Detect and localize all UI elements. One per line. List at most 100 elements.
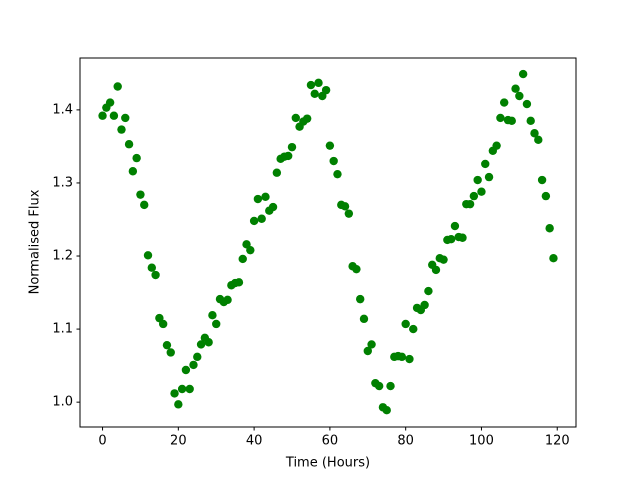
data-point [518,69,528,79]
data-point [272,168,282,177]
data-point [534,135,543,145]
data-point [526,116,535,126]
data-point [450,221,460,231]
data-point [117,125,126,134]
data-point [246,245,255,255]
y-tick-label: 1.1 [52,322,73,337]
data-point [284,151,293,161]
y-tick-label: 1.3 [52,175,73,190]
data-point [132,153,141,163]
data-point [507,116,516,126]
data-point [446,235,456,244]
data-point [352,264,361,274]
data-point [166,348,175,357]
data-point [541,191,551,201]
data-point [257,214,266,223]
data-point [261,192,270,202]
data-point [162,340,172,350]
data-point [223,295,232,305]
data-point [185,384,194,394]
data-point [109,111,119,120]
data-point [359,314,369,324]
data-point [208,311,217,320]
data-point [147,263,157,272]
x-tick-label: 0 [98,434,106,449]
data-point [181,365,191,375]
data-point [477,187,486,196]
data-point [121,113,130,123]
plot-frame [79,57,577,428]
data-point [291,113,300,123]
data-point [382,405,391,415]
data-point [465,199,475,209]
data-point [325,141,335,150]
data-point [98,111,107,120]
data-point [333,169,342,179]
data-point [340,202,350,211]
data-point [174,400,183,409]
data-point [469,191,479,201]
data-point [143,251,153,260]
data-point [492,141,501,150]
data-point [177,384,187,394]
data-point [170,389,179,398]
y-tick-label: 1.4 [52,102,73,117]
x-tick-label: 120 [545,434,570,449]
data-point [397,352,407,362]
data-point [431,265,441,275]
data-point [193,352,202,362]
data-point [189,360,198,370]
data-point [310,89,319,99]
data-point [401,319,410,329]
y-tick-label: 1.0 [52,395,73,410]
data-point [140,200,149,210]
data-point [499,98,509,107]
data-point [105,98,115,107]
data-point [344,209,354,218]
data-point [496,113,505,123]
data-point [473,175,482,185]
data-point [439,255,448,264]
y-axis-label: Normalised Flux [28,189,43,294]
x-axis-label: Time (Hours) [285,456,370,471]
data-point [363,346,372,356]
data-point [484,172,494,182]
x-tick-label: 100 [469,434,494,449]
data-point [511,84,520,93]
data-point [253,194,263,204]
x-tick-label: 60 [322,434,339,449]
data-point [314,78,323,88]
data-point [321,85,331,95]
data-point [136,190,145,199]
x-tick-label: 40 [246,434,263,449]
data-point [212,319,221,329]
data-point [268,202,278,212]
data-point [249,216,259,226]
data-point [287,142,297,152]
data-point [409,324,418,334]
data-point [128,167,138,176]
data-point [424,286,433,296]
data-point [113,82,122,91]
data-point [481,159,490,169]
data-point [545,224,554,233]
data-point [306,80,316,90]
data-point [537,175,547,185]
data-point [158,319,168,329]
data-point [151,270,160,280]
data-point [238,254,247,264]
data-point [549,254,558,263]
data-point [420,300,429,310]
data-point [329,156,338,166]
data-point [234,278,244,287]
data-point [386,381,395,391]
data-point [374,381,384,391]
y-tick-label: 1.2 [52,249,73,264]
data-point [522,99,532,109]
data-point [302,114,312,123]
data-point [204,338,213,347]
data-point [405,354,414,364]
data-point [356,294,365,304]
data-point [458,233,467,242]
